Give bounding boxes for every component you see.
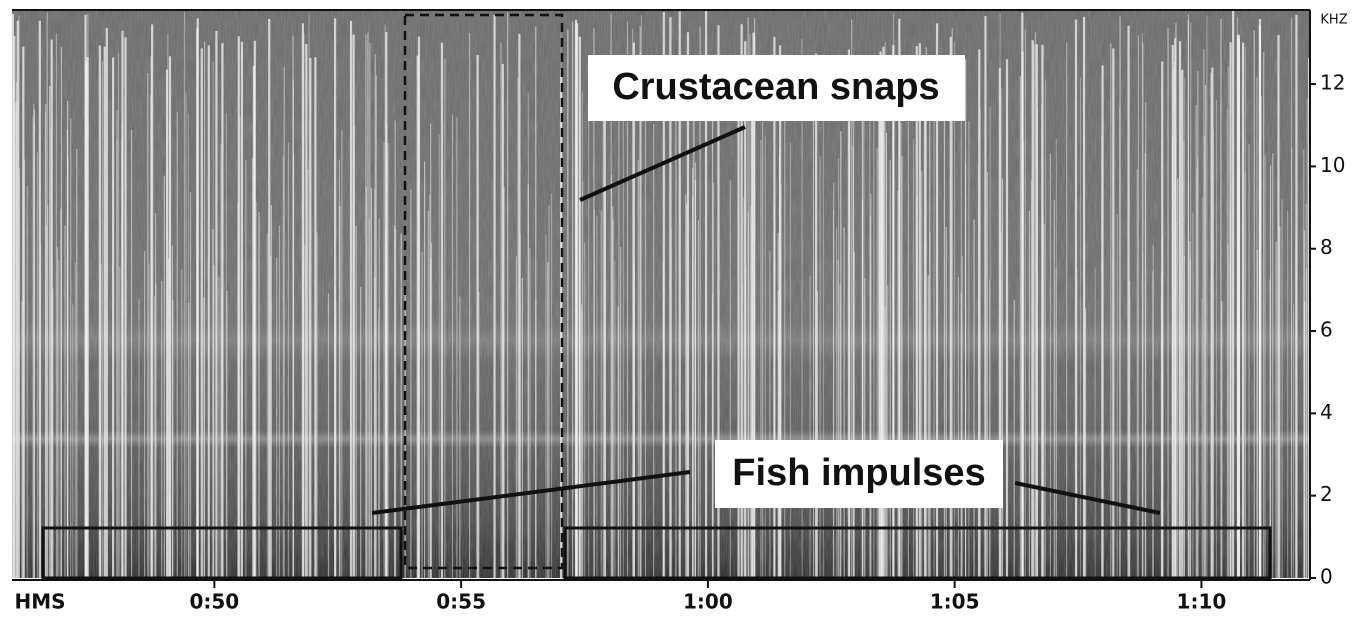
y-axis-label: KHZ <box>1320 13 1347 28</box>
page: {"chart_data": {"type": "spectrogram", "… <box>0 0 1363 619</box>
x-tick-label: 1:10 <box>1177 590 1227 614</box>
x-axis-label: HMS <box>14 590 65 614</box>
x-tick-label: 0:50 <box>189 590 239 614</box>
y-tick-label: 10 <box>1320 153 1345 177</box>
y-tick-label: 2 <box>1320 482 1333 506</box>
x-tick-label: 0:55 <box>436 590 486 614</box>
annotation: Fish impulses <box>732 452 985 494</box>
y-tick-label: 6 <box>1320 318 1333 342</box>
x-tick-label: 1:00 <box>683 590 733 614</box>
y-tick-label: 12 <box>1320 71 1345 95</box>
x-tick-label: 1:05 <box>930 590 980 614</box>
y-tick-label: 8 <box>1320 235 1333 259</box>
y-tick-label: 4 <box>1320 400 1333 424</box>
annotation: Crustacean snaps <box>612 66 939 108</box>
y-tick-label: 0 <box>1320 565 1333 589</box>
chart: KHZ HMS Crustacean snaps Fish impulses 0… <box>0 0 1363 615</box>
